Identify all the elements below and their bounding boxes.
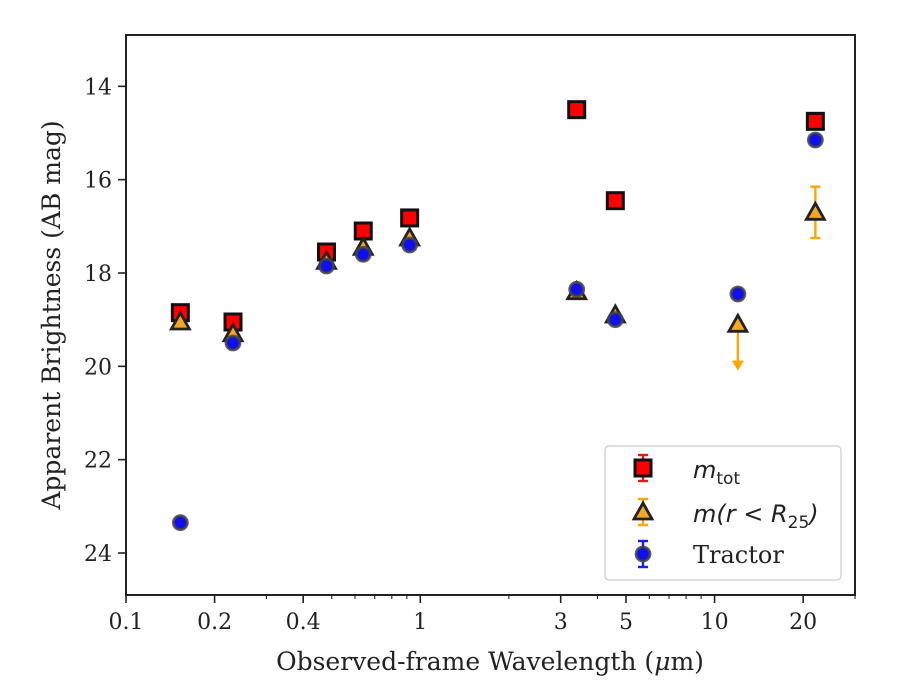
x-tick-label: 0.1 — [109, 610, 144, 635]
tractor-point — [806, 131, 824, 149]
legend: mtot m(r < R25) Tractor — [604, 445, 842, 581]
legend-label-mtot: mtot — [693, 456, 740, 489]
x-tick-label: 0.2 — [197, 610, 232, 635]
legend-label-tractor: Tractor — [693, 541, 784, 569]
x-tick-label: 0.4 — [286, 610, 321, 635]
mtot-point — [805, 111, 825, 131]
y-tick-label: 14 — [84, 75, 112, 100]
y-tick-label: 22 — [84, 449, 112, 474]
tractor-point — [729, 285, 747, 303]
axis-ticks: 0.1 0.2 0.4 1 3 5 10 20 14 16 18 20 22 24 — [84, 75, 856, 635]
series-tractor — [171, 131, 824, 532]
tractor-point — [401, 236, 419, 254]
tractor-point — [171, 514, 189, 532]
tractor-point — [606, 311, 624, 329]
tractor-point — [224, 334, 242, 352]
legend-box — [604, 445, 842, 581]
plot-area-frame — [125, 34, 856, 596]
legend-label-m-r25: m(r < R25) — [693, 500, 819, 533]
legend-markers — [631, 453, 655, 569]
x-axis-title: Observed-frame Wavelength (μm) — [276, 647, 704, 676]
data-points — [168, 100, 827, 532]
tractor-point — [318, 257, 335, 275]
tractor-point — [568, 280, 586, 298]
mr25-point — [168, 310, 192, 331]
tractor-point — [354, 245, 372, 263]
legend-marker-mr25 — [631, 500, 655, 521]
y-tick-label: 16 — [84, 169, 112, 194]
mtot-point — [605, 191, 625, 211]
y-tick-label: 24 — [84, 542, 112, 567]
x-tick-label: 1 — [413, 610, 427, 635]
x-tick-label: 10 — [701, 610, 729, 635]
x-tick-label: 20 — [789, 610, 817, 635]
mtot-point — [400, 208, 420, 228]
mr25-point — [803, 200, 827, 221]
y-axis-title: Apparent Brightness (AB mag) — [37, 120, 66, 510]
y-tick-label: 18 — [84, 262, 112, 287]
upper-limit-arrow-head — [731, 360, 744, 371]
x-tick-label: 3 — [554, 610, 568, 635]
mr25-point — [726, 312, 750, 333]
x-tick-label: 5 — [619, 610, 633, 635]
legend-marker-mtot — [633, 458, 653, 478]
legend-marker-tractor — [634, 545, 652, 563]
mtot-point — [567, 100, 587, 120]
y-tick-label: 20 — [84, 355, 112, 380]
